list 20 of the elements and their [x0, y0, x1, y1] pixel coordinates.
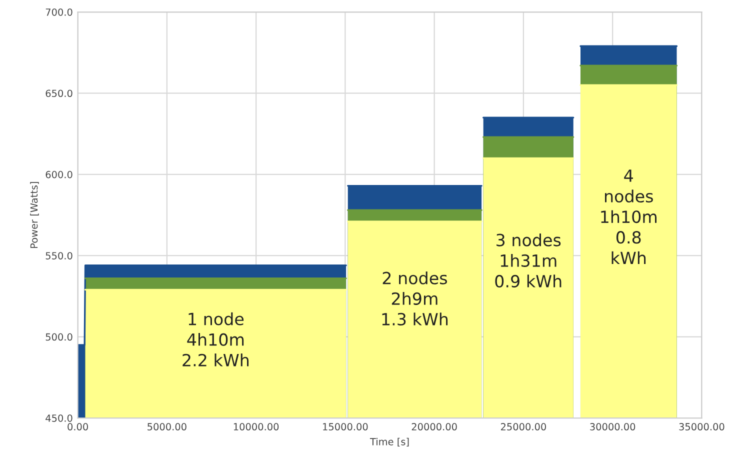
x-tick-label: 20000.00 [412, 423, 457, 430]
y-tick-label: 450.0 [46, 414, 72, 422]
x-tick-label: 5000.00 [148, 423, 186, 430]
y-tick-label: 650.0 [46, 90, 72, 98]
x-tick-label: 35000.00 [679, 423, 724, 430]
y-tick-label: 700.0 [46, 8, 72, 16]
x-tick-label: 25000.00 [500, 423, 546, 430]
y-tick-label: 500.0 [46, 333, 72, 341]
y-axis-title: Power [Watts] [30, 182, 39, 248]
x-tick-label: 30000.00 [590, 423, 636, 430]
x-tick-label: 15000.00 [323, 423, 368, 430]
x-tick-label: 10000.00 [234, 423, 279, 430]
x-axis-title: Time [s] [370, 438, 409, 447]
y-tick-label: 550.0 [46, 252, 72, 260]
y-tick-label: 600.0 [46, 170, 72, 178]
annotation: 4 nodes 1h10m 0.8 kWh [601, 170, 657, 264]
annotation: 1 node 4h10m 2.2 kWh [182, 312, 249, 366]
annotation: 3 nodes 1h31m 0.9 kWh [495, 233, 562, 288]
annotation: 2 nodes 2h9m 1.3 kWh [382, 271, 448, 326]
x-tick-label: 0.00 [68, 423, 88, 430]
